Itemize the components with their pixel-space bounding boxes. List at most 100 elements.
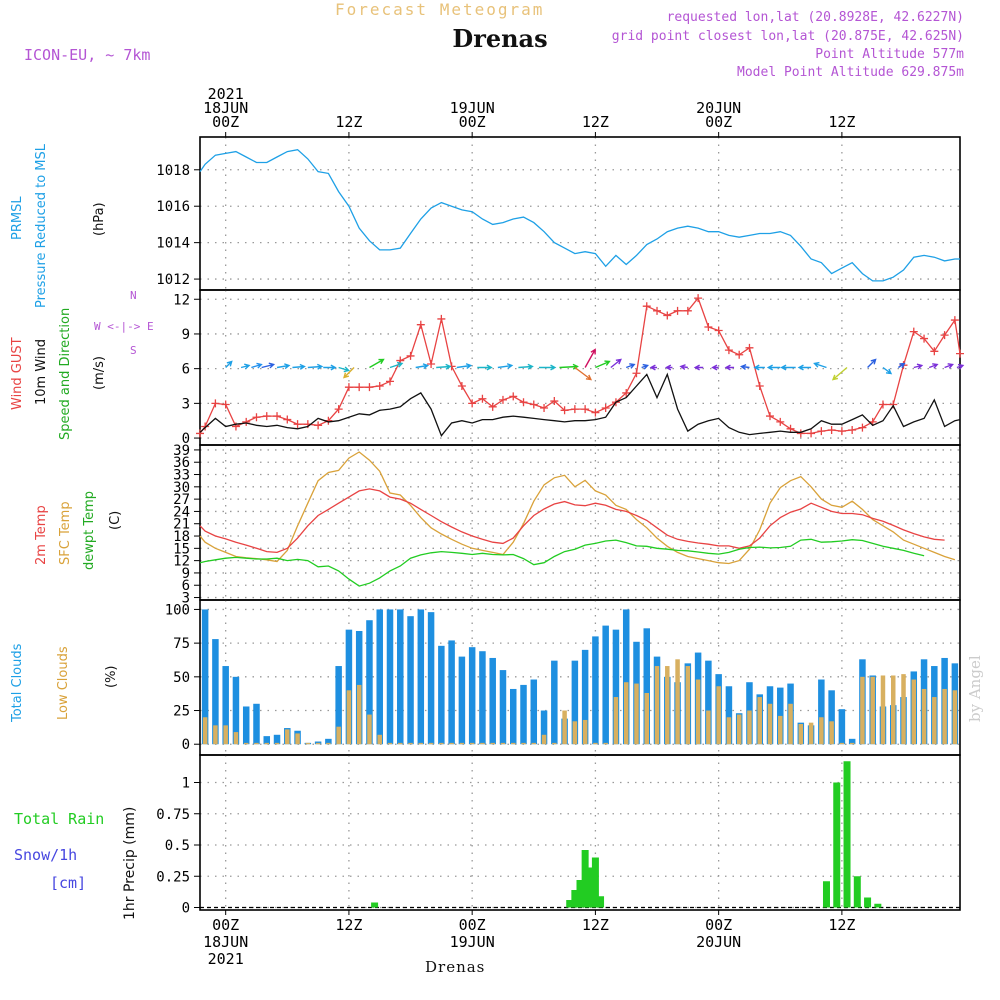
time-label-bottom: 12Z xyxy=(582,916,609,934)
low-cloud-bar xyxy=(346,690,352,745)
time-label-bottom: 12Z xyxy=(335,916,362,934)
total-cloud-bar xyxy=(212,639,219,745)
wind-direction-arrow xyxy=(610,358,622,369)
total-cloud-bar xyxy=(201,609,209,745)
total-cloud-bar xyxy=(499,670,507,745)
compass-n: N xyxy=(130,289,137,302)
gust-marker xyxy=(581,405,590,414)
low-cloud-bar xyxy=(459,742,465,745)
ytick-label: 27 xyxy=(173,492,190,508)
wind-direction-arrow xyxy=(343,367,355,379)
total-cloud-bar xyxy=(520,684,527,745)
gust-marker xyxy=(468,399,477,408)
total-cloud-bar xyxy=(232,676,240,745)
pressure-panel: 1012 1014 1016 1018 xyxy=(156,136,961,291)
gust-marker xyxy=(673,306,682,315)
gust-marker xyxy=(909,327,918,336)
low-cloud-bar xyxy=(706,710,711,745)
gust-marker xyxy=(550,397,559,406)
low-cloud-bar xyxy=(243,742,249,745)
gust-marker xyxy=(386,377,394,386)
total-cloud-bar xyxy=(571,660,579,745)
ytick-label: 50 xyxy=(173,670,190,686)
low-cloud-bar xyxy=(839,742,845,745)
ytick-label: 9 xyxy=(182,566,190,582)
rain-bar xyxy=(591,857,599,908)
total-cloud-bar xyxy=(581,649,589,745)
low-cloud-bar xyxy=(716,686,721,745)
low-cloud-bar xyxy=(521,742,526,745)
wind-direction-arrow xyxy=(497,363,514,370)
ytick-label: 33 xyxy=(173,468,190,484)
low-cloud-bar xyxy=(356,684,362,745)
total-cloud-bar xyxy=(551,660,558,745)
total-cloud-bar xyxy=(253,703,260,745)
total-cloud-bar xyxy=(468,647,476,745)
gust-marker xyxy=(262,412,271,421)
total-cloud-bar xyxy=(530,679,538,745)
ytick-label: 0 xyxy=(182,431,190,447)
wind-direction-arrow xyxy=(574,366,593,381)
wind-direction-arrow xyxy=(766,364,781,371)
gust-marker xyxy=(529,400,538,409)
total-cloud-bar xyxy=(386,609,394,745)
time-label-top: 19JUN xyxy=(450,99,495,117)
time-label-bottom: 00Z xyxy=(705,916,732,934)
gust-marker xyxy=(796,429,805,438)
total-cloud-bar xyxy=(725,686,733,745)
low-cloud-bar xyxy=(295,733,300,745)
total-cloud-bar xyxy=(818,679,825,745)
low-cloud-bar xyxy=(531,742,537,745)
low-cloud-bar xyxy=(480,742,485,745)
ytick-label: 9 xyxy=(182,327,190,343)
time-label-top: 12Z xyxy=(828,113,855,131)
gust-marker xyxy=(560,406,569,415)
wind-panel: 0 3 6 9 12 xyxy=(173,289,965,447)
low-cloud-bar xyxy=(213,725,218,745)
ytick-label: 39 xyxy=(173,443,190,459)
time-label-bottom: 00Z xyxy=(212,916,239,934)
low-cloud-bar xyxy=(223,725,228,745)
ytick-label: 3 xyxy=(182,396,190,412)
low-cloud-bar xyxy=(469,742,475,745)
gust-marker xyxy=(776,417,785,426)
low-cloud-bar xyxy=(634,683,639,745)
time-label-top: 12Z xyxy=(335,113,362,131)
wind-direction-arrow xyxy=(323,364,337,371)
gust-marker xyxy=(930,347,939,356)
gust-marker xyxy=(478,394,487,403)
wind-direction-arrow xyxy=(797,364,812,371)
wind-direction-arrow xyxy=(584,348,596,368)
gust-marker xyxy=(601,403,610,412)
low-cloud-bar xyxy=(767,703,773,745)
ytick-label: 18 xyxy=(173,529,190,545)
rain-bar xyxy=(581,850,589,908)
low-cloud-bar xyxy=(428,742,434,745)
time-label-top: 12Z xyxy=(582,113,609,131)
low-cloud-bar xyxy=(870,676,875,745)
total-cloud-bar xyxy=(427,612,435,745)
total-cloud-bar xyxy=(448,640,455,745)
wind-direction-arrow xyxy=(664,364,673,371)
low-cloud-bar xyxy=(274,742,280,745)
low-cloud-bar xyxy=(932,697,937,745)
gust-marker xyxy=(498,395,507,404)
wind-direction-arrow xyxy=(559,363,579,370)
gust-marker xyxy=(663,311,672,320)
total-cloud-bar xyxy=(592,636,599,745)
wind-direction-arrow xyxy=(831,366,848,381)
gust-marker xyxy=(273,412,282,421)
total-cloud-bar xyxy=(509,688,517,745)
gust-marker xyxy=(956,349,964,358)
wind-direction-arrow xyxy=(913,363,924,370)
gust-marker xyxy=(704,323,713,332)
total-cloud-bar xyxy=(325,738,332,745)
gust-marker xyxy=(622,388,631,397)
wind-direction-arrow xyxy=(867,358,877,368)
low-cloud-bar xyxy=(552,742,557,745)
gust-marker xyxy=(252,413,261,422)
station-title: Drenas xyxy=(452,24,548,53)
low-cloud-bar xyxy=(623,682,629,745)
wind-direction-arrow xyxy=(813,361,827,369)
gridpoint-coords: grid point closest lon,lat (20.875E, 42.… xyxy=(611,29,964,44)
